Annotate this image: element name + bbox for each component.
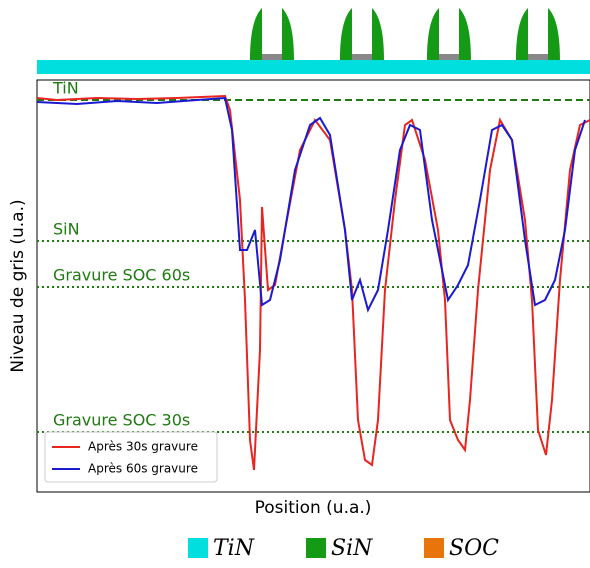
material-label: TiN	[213, 536, 255, 561]
spacer	[427, 8, 471, 60]
legend: Après 30s gravure Après 60s gravure	[44, 431, 218, 483]
gap	[439, 54, 459, 60]
series-line	[36, 94, 590, 471]
reference-label: TiN	[52, 79, 79, 98]
legend-label: Après 30s gravure	[88, 440, 198, 454]
series-line	[36, 96, 586, 313]
reference-label: SiN	[53, 220, 80, 239]
spacer	[250, 8, 294, 60]
gap	[352, 54, 372, 60]
legend-label: Après 60s gravure	[88, 462, 198, 476]
material-label: SiN	[331, 536, 373, 561]
gap	[528, 54, 548, 60]
y-axis-label: Niveau de gris (u.a.)	[8, 199, 28, 372]
spacer	[516, 8, 560, 60]
reference-label: Gravure SOC 30s	[53, 411, 190, 430]
material-swatch	[306, 538, 326, 558]
x-axis-label: Position (u.a.)	[255, 498, 372, 518]
schematic	[37, 8, 590, 74]
material-label: SOC	[449, 536, 499, 561]
spacer	[340, 8, 384, 60]
legend-box	[44, 431, 218, 483]
reference-label: Gravure SOC 60s	[53, 266, 190, 285]
gap	[262, 54, 282, 60]
tin-layer	[37, 60, 590, 74]
material-swatch	[188, 538, 208, 558]
material-swatch	[424, 538, 444, 558]
